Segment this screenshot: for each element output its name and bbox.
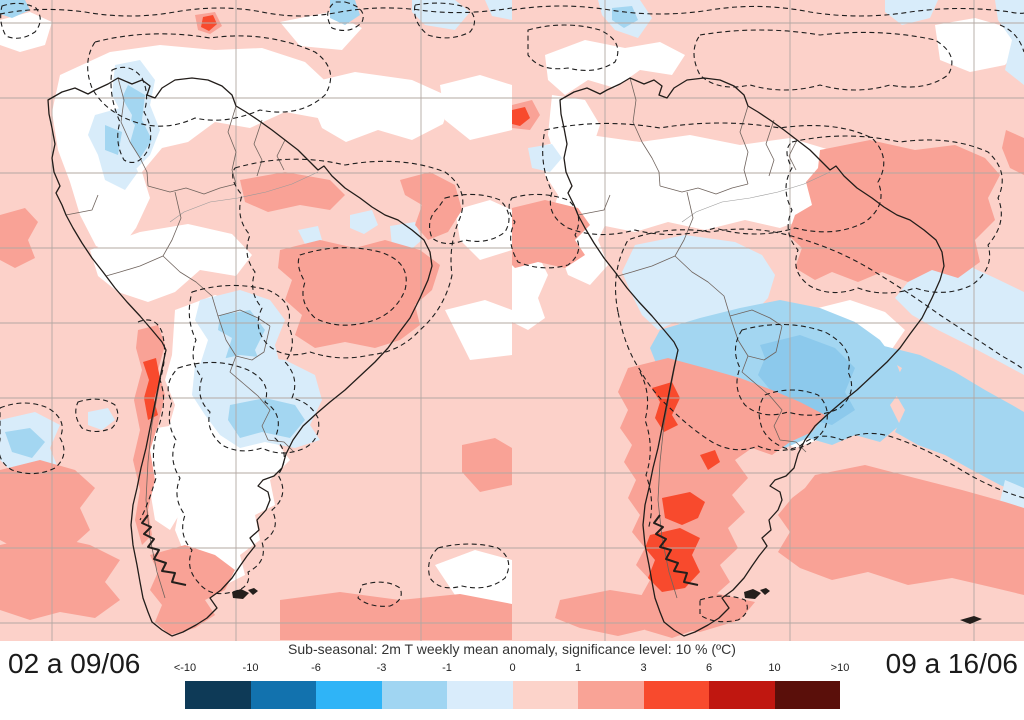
anomaly-maps bbox=[0, 0, 1024, 641]
colorbar-tick-label: -6 bbox=[311, 662, 321, 674]
figure-title: Sub-seasonal: 2m T weekly mean anomaly, … bbox=[288, 641, 736, 657]
anomaly-map-svg bbox=[0, 0, 1024, 641]
colorbar-tick-label: 0 bbox=[509, 662, 516, 674]
right-panel-date-label: 09 a 16/06 bbox=[885, 648, 1018, 679]
colorbar-tick-label: 10 bbox=[768, 662, 781, 674]
colorbar-tick-label: -3 bbox=[376, 662, 387, 674]
left-panel-anomaly-fills bbox=[0, 0, 512, 640]
colorbar-segment-5 bbox=[512, 681, 578, 709]
colorbar-tick-label: <-10 bbox=[173, 662, 197, 674]
colorbar-segment-9 bbox=[774, 681, 840, 709]
colorbar-tick-labels: <-10 -10 -6 -3 -1 0 1 3 6 10 >10 bbox=[0, 662, 1024, 676]
left-panel-significance-contours bbox=[0, 1, 513, 607]
colorbar-segment-7 bbox=[643, 681, 709, 709]
colorbar-tick-label: 3 bbox=[640, 662, 647, 674]
colorbar-tick-label: >10 bbox=[830, 662, 850, 674]
colorbar-tick-label: 1 bbox=[574, 662, 582, 674]
south-georgia-island bbox=[960, 616, 982, 624]
left-panel-date-label: 02 a 09/06 bbox=[8, 648, 141, 679]
colorbar-segment-2 bbox=[316, 681, 382, 709]
colorbar-tick-label: -1 bbox=[442, 662, 452, 674]
right-panel-anomaly-fills bbox=[512, 0, 1024, 638]
colorbar-segment-8 bbox=[709, 681, 775, 709]
colorbar-tick-label: -10 bbox=[242, 662, 259, 674]
colorbar-tick-label: 6 bbox=[705, 662, 713, 674]
right-panel-significance-contours bbox=[508, 5, 1024, 623]
colorbar-segment-1 bbox=[250, 681, 316, 709]
colorbar-segment-4 bbox=[447, 681, 513, 709]
colorbar-segment-3 bbox=[381, 681, 447, 709]
colorbar bbox=[185, 681, 840, 709]
colorbar-segment-0 bbox=[185, 681, 251, 709]
colorbar-segment-6 bbox=[578, 681, 644, 709]
